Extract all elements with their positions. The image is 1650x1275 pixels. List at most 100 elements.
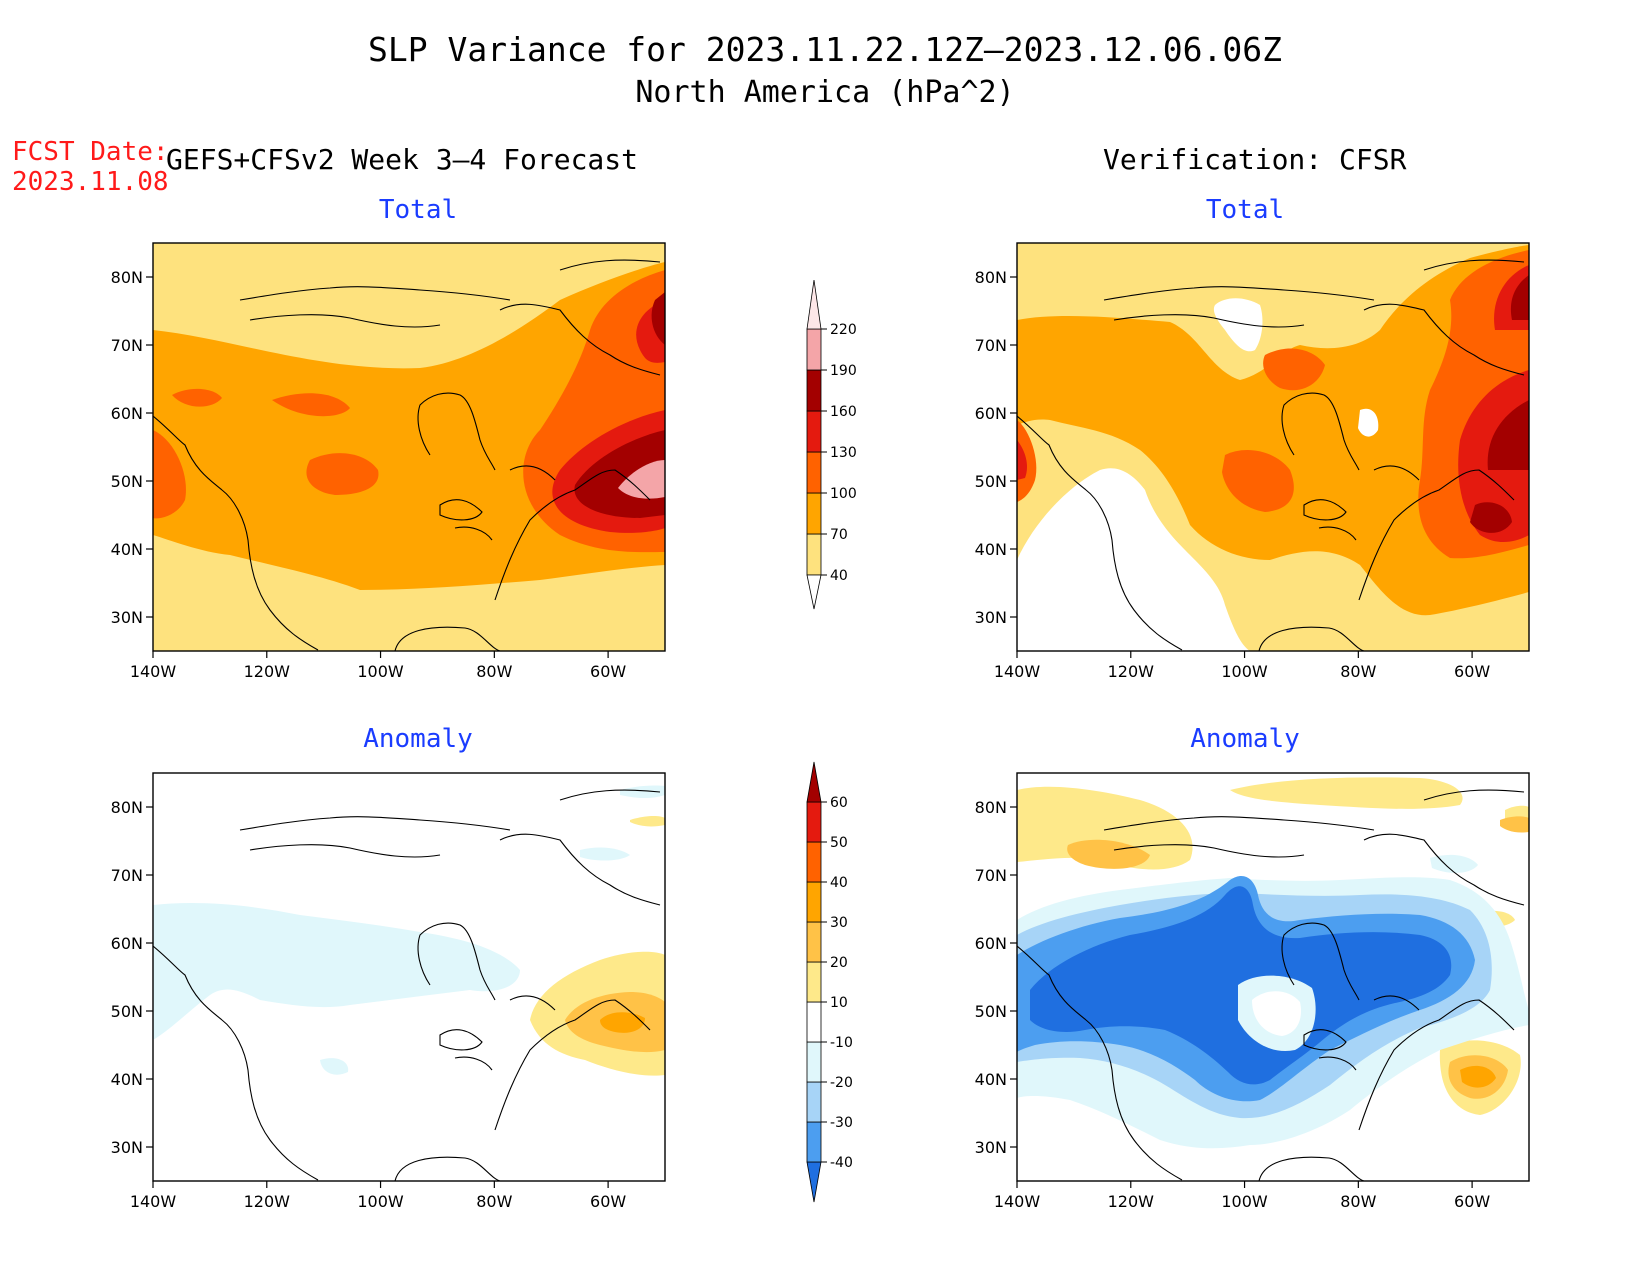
map-frame [1016, 772, 1530, 1182]
coastlines [1017, 789, 1525, 1181]
lon-tick-label: 100W [357, 662, 404, 681]
lon-tick-label: 100W [1221, 1192, 1268, 1211]
colorbar-box [806, 1041, 822, 1083]
fill-neg-10-20 [1430, 854, 1478, 873]
verification-anomaly-shading [1017, 773, 1529, 1181]
lat-tick-label: 30N [111, 608, 143, 627]
fill-100-130 [306, 453, 379, 495]
lat-tick-label: 80N [111, 268, 143, 287]
panel-title-forecast-anomaly: Anomaly [363, 724, 473, 754]
coastlines [1017, 259, 1525, 651]
fcst-date-line2: 2023.11.08 [12, 167, 169, 197]
forecast-heading: GEFS+CFSv2 Week 3–4 Forecast [166, 143, 639, 176]
fill-pos-30-40 [1460, 1065, 1496, 1088]
colorbar-label: 40 [830, 568, 848, 584]
lat-tick-label: 70N [975, 336, 1007, 355]
colorbar-box [806, 369, 822, 412]
colorbar-label: 60 [830, 795, 848, 811]
colorbar-label: 220 [830, 322, 857, 338]
fill-100-130 [1017, 420, 1037, 502]
fill-100-130 [172, 388, 222, 407]
lat-tick-label: 70N [111, 866, 143, 885]
colorbar-top-arrow [806, 279, 822, 330]
fill-160-190 [1487, 400, 1529, 470]
lon-tick-label: 100W [357, 1192, 404, 1211]
map-panel-forecast-anomaly [152, 772, 666, 1182]
colorbar-box [806, 801, 822, 843]
lat-tick-label: 50N [111, 472, 143, 491]
fill-100-130 [1222, 450, 1294, 512]
axis-ticks: 140W 120W 100W 80W 60W 80N 70N 60N 50N 40N 30N 140W… [111, 268, 1491, 1211]
fill-pos-10-20 [630, 815, 665, 827]
lon-tick-label: 120W [244, 1192, 291, 1211]
colorbar-box [806, 328, 822, 371]
lon-tick-label: 80W [476, 662, 512, 681]
subtitle: North America (hPa^2) [635, 75, 1015, 110]
map-frame [152, 242, 666, 652]
fill-100-130 [153, 430, 186, 519]
fill-neg-10-20 [580, 847, 630, 861]
fill-below-40 [1017, 468, 1250, 651]
panel-title-forecast-total: Total [378, 195, 458, 225]
lat-tick-label: 80N [975, 268, 1007, 287]
lon-tick-label: 140W [130, 662, 177, 681]
lon-tick-label: 80W [1340, 1192, 1376, 1211]
fill-130-160 [1017, 440, 1028, 480]
map-panel-forecast-total [152, 242, 666, 652]
lat-tick-label: 40N [111, 1070, 143, 1089]
lat-tick-label: 80N [111, 798, 143, 817]
fill-160-190 [1510, 275, 1529, 320]
lat-tick-label: 30N [111, 1138, 143, 1157]
fill-pos-10-20 [1017, 786, 1193, 870]
fill-neg-10-20 [320, 1058, 349, 1075]
lat-tick-label: 70N [111, 336, 143, 355]
lon-tick-label: 140W [994, 1192, 1041, 1211]
colorbar-anomaly: -40 -30 -20 -10 10 20 30 40 50 60 [806, 761, 853, 1203]
fill-160-190 [1470, 502, 1512, 533]
lon-tick-label: 60W [590, 662, 626, 681]
lat-tick-label: 40N [975, 1070, 1007, 1089]
lat-tick-label: 40N [975, 540, 1007, 559]
colorbar-label: 40 [830, 875, 848, 891]
fill-pos-20-30 [1067, 839, 1150, 869]
lon-tick-label: 120W [244, 662, 291, 681]
fill-neg-10-20 [153, 903, 520, 1040]
colorbar-label: 130 [830, 445, 857, 461]
colorbar-box [806, 533, 822, 576]
fill-neg-10-20 [620, 785, 665, 799]
lon-tick-label: 60W [1454, 662, 1490, 681]
colorbar-total: 40 70 100 130 160 190 220 [806, 279, 857, 610]
fill-100-130 [272, 393, 350, 417]
panel-title-verification-total: Total [1205, 195, 1285, 225]
lon-tick-label: 100W [1221, 662, 1268, 681]
fill-190-220 [618, 460, 665, 499]
colorbar-label: -30 [830, 1115, 853, 1131]
fill-neutral [1252, 991, 1302, 1036]
lon-tick-label: 80W [1340, 662, 1376, 681]
colorbar-box [806, 492, 822, 535]
verification-total-shading [1017, 243, 1529, 651]
colorbar-label: -10 [830, 1035, 853, 1051]
lat-tick-label: 60N [111, 934, 143, 953]
map-frame [152, 772, 666, 1182]
lat-tick-label: 30N [975, 608, 1007, 627]
colorbar-box [806, 961, 822, 1003]
colorbar-box [806, 451, 822, 494]
lat-tick-label: 80N [975, 798, 1007, 817]
fill-pos-10-20 [1230, 777, 1463, 809]
coastlines [153, 789, 661, 1181]
lon-tick-label: 140W [130, 1192, 177, 1211]
colorbar-label: -40 [830, 1155, 853, 1171]
lon-tick-label: 80W [476, 1192, 512, 1211]
colorbar-label: 30 [830, 915, 848, 931]
colorbar-label: 20 [830, 955, 848, 971]
colorbar-box [806, 841, 822, 883]
colorbar-box [806, 1121, 822, 1163]
lat-tick-label: 40N [111, 540, 143, 559]
colorbar-label: 50 [830, 835, 848, 851]
colorbar-bottom-arrow [806, 574, 822, 610]
colorbar-label: 160 [830, 404, 857, 420]
colorbar-box [806, 921, 822, 963]
coastlines [153, 259, 661, 651]
lat-tick-label: 50N [975, 472, 1007, 491]
